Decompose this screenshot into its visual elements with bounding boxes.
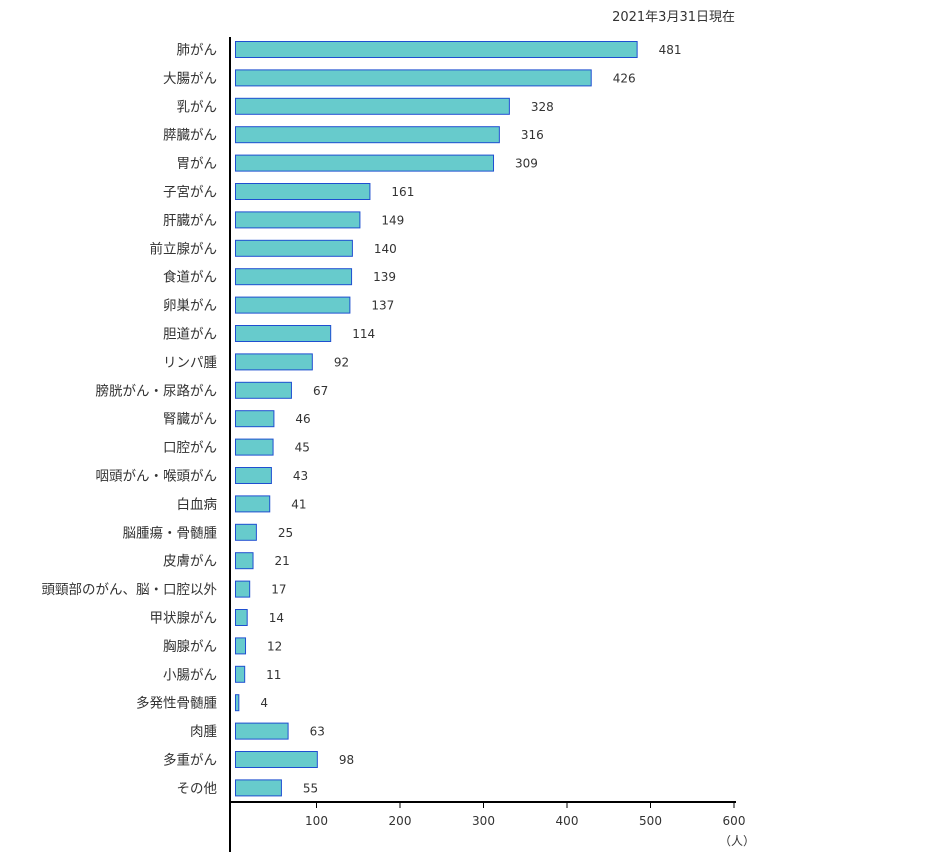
- bar: [235, 694, 240, 712]
- bar: [235, 637, 247, 655]
- category-label: その他: [177, 781, 218, 797]
- x-axis-ticks: 100 200 300 400 500 600: [305, 802, 745, 828]
- x-tick-label: 200: [389, 814, 412, 828]
- category-label: 小腸がん: [163, 667, 217, 683]
- category-label: 食道がん: [163, 269, 217, 286]
- bar: [235, 325, 332, 342]
- bar: [235, 69, 592, 87]
- bar: [235, 211, 361, 229]
- category-label: 甲状腺がん: [150, 611, 218, 627]
- category-label: 肺がん: [177, 43, 218, 59]
- x-tick-label: 100: [305, 814, 328, 828]
- data-label: 481: [659, 43, 682, 57]
- category-label: 多重がん: [163, 752, 217, 769]
- data-label: 41: [291, 497, 306, 511]
- category-label: 多発性骨髄腫: [136, 695, 217, 712]
- date-note: 2021年3月31日現在: [612, 10, 735, 25]
- bar: [235, 467, 272, 484]
- bar: [235, 296, 351, 314]
- bar: [235, 381, 292, 399]
- data-label: 46: [295, 412, 310, 426]
- category-label: 肝臓がん: [163, 213, 217, 229]
- data-label: 140: [374, 242, 397, 256]
- category-label: 前立腺がん: [150, 240, 218, 257]
- bar: [235, 97, 510, 115]
- category-labels: 肺がん大腸がん乳がん膵臓がん胃がん子宮がん肝臓がん前立腺がん食道がん卵巣がん胆道…: [42, 43, 218, 797]
- bar: [235, 41, 638, 58]
- category-label: 胃がん: [177, 156, 218, 172]
- x-tick-label: 500: [639, 814, 662, 828]
- category-label: 膀胱がん・尿路がん: [96, 382, 218, 399]
- bar: [235, 552, 254, 570]
- data-label: 139: [373, 270, 396, 284]
- data-label: 309: [515, 157, 538, 171]
- data-label: 12: [267, 639, 282, 653]
- data-label: 426: [613, 71, 636, 85]
- category-label: 乳がん: [177, 99, 218, 115]
- data-label: 316: [521, 128, 544, 142]
- data-label: 45: [295, 441, 310, 455]
- data-label: 25: [278, 526, 293, 540]
- data-label: 149: [381, 213, 404, 227]
- data-label: 55: [303, 781, 318, 795]
- bar: [235, 154, 495, 172]
- category-label: 皮膚がん: [163, 554, 217, 570]
- category-label: 大腸がん: [163, 71, 217, 87]
- data-label: 67: [313, 384, 328, 398]
- bars-layer: [235, 41, 638, 797]
- category-label: 口腔がん: [163, 440, 217, 456]
- data-label: 21: [275, 554, 290, 568]
- x-axis-unit: （人）: [719, 834, 755, 848]
- bar: [235, 779, 282, 797]
- data-label: 63: [310, 725, 325, 739]
- category-label: 卵巣がん: [163, 298, 217, 314]
- value-labels: 4814263283163091611491401391371149267464…: [260, 43, 681, 795]
- bar: [235, 609, 248, 626]
- category-label: 子宮がん: [163, 185, 217, 201]
- x-tick-label: 600: [723, 814, 746, 828]
- data-label: 98: [339, 753, 354, 767]
- data-label: 14: [269, 611, 284, 625]
- data-label: 11: [266, 668, 281, 682]
- category-label: 胸腺がん: [163, 639, 217, 655]
- data-label: 17: [271, 583, 286, 597]
- data-label: 92: [334, 355, 349, 369]
- category-label: 胆道がん: [163, 327, 217, 343]
- bar: [235, 183, 371, 200]
- bar: [235, 268, 353, 286]
- category-label: 頭頸部のがん、脳・口腔以外: [42, 582, 218, 598]
- data-label: 328: [531, 100, 554, 114]
- category-label: 咽頭がん・喉頭がん: [96, 469, 218, 485]
- x-tick-label: 400: [556, 814, 579, 828]
- bar: [235, 580, 251, 598]
- data-label: 137: [371, 299, 394, 313]
- data-label: 43: [293, 469, 308, 483]
- bar: [235, 126, 500, 144]
- bar: [235, 722, 289, 740]
- category-label: 脳腫瘍・骨髄腫: [123, 524, 218, 541]
- data-label: 161: [391, 185, 414, 199]
- bar: [235, 438, 274, 456]
- bar: [235, 751, 318, 768]
- category-label: リンパ腫: [163, 355, 217, 371]
- data-label: 4: [260, 696, 268, 710]
- bar: [235, 239, 353, 257]
- bar: [235, 353, 313, 371]
- category-label: 白血病: [177, 497, 218, 513]
- bar: [235, 523, 257, 541]
- category-label: 膵臓がん: [163, 128, 217, 144]
- bar: [235, 495, 271, 513]
- bar: [235, 410, 275, 428]
- category-label: 腎臓がん: [163, 412, 217, 428]
- x-tick-label: 300: [472, 814, 495, 828]
- bar: [235, 665, 246, 683]
- category-label: 肉腫: [190, 724, 217, 740]
- data-label: 114: [352, 327, 375, 341]
